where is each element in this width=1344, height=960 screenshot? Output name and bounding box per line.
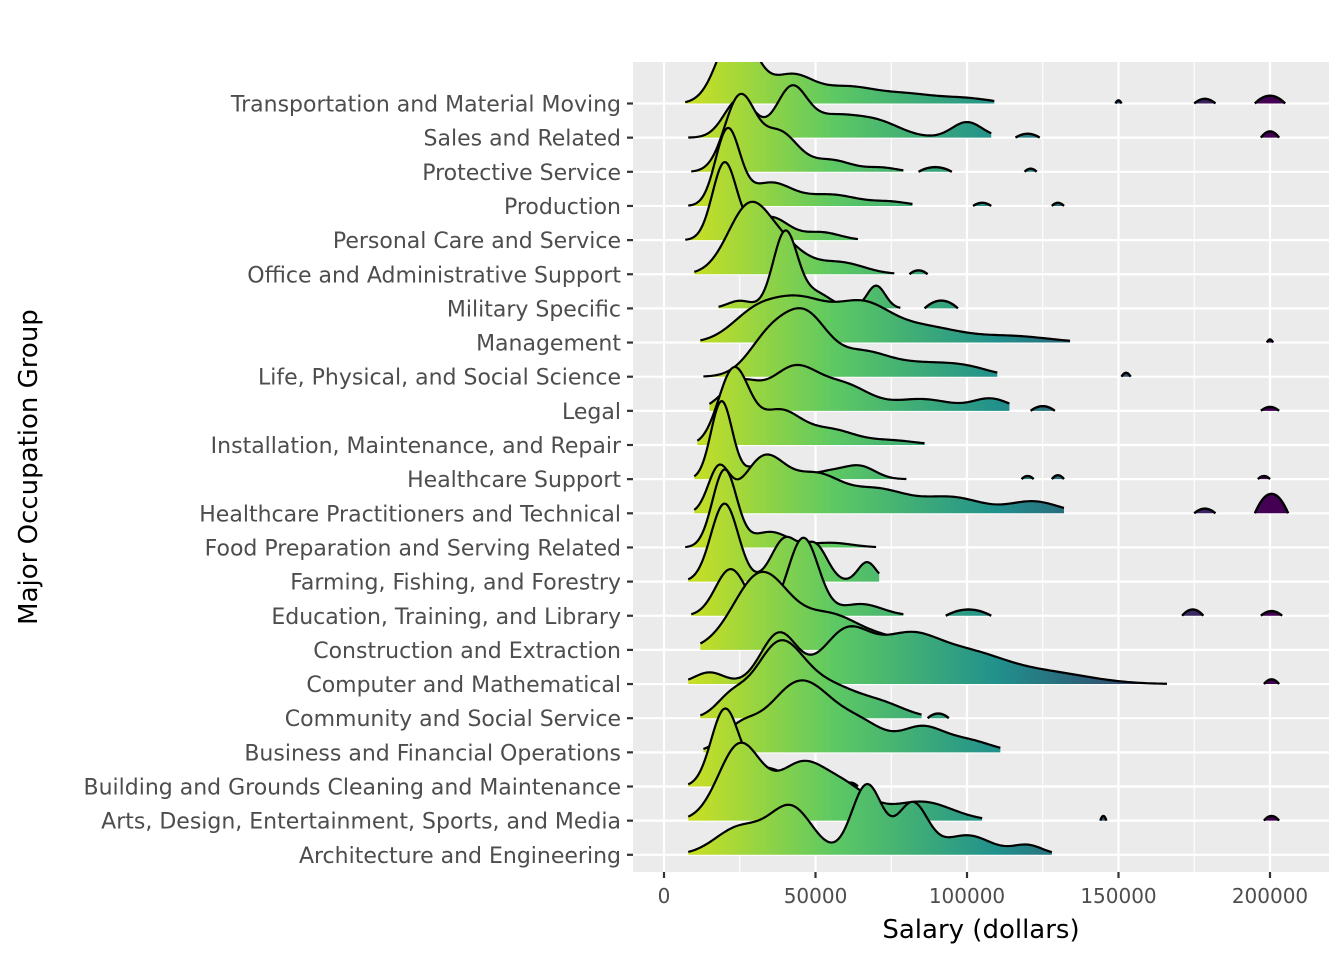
ridge-fill (718, 230, 901, 309)
ridge-fill (709, 364, 1010, 411)
ridge-outline (718, 229, 901, 309)
ridge-outlier (1020, 474, 1035, 481)
ridge-outline (690, 536, 904, 616)
ridges (684, 62, 1290, 855)
x-tick-label: 200000 (1232, 884, 1308, 908)
ridge-outline (708, 363, 1010, 405)
ridge-outline (700, 294, 1071, 342)
y-tick-label: Military Specific (447, 297, 621, 322)
y-tick-label: Protective Service (422, 161, 621, 186)
ridge-outlier-fill (1263, 679, 1280, 685)
ridge-outline (703, 307, 998, 378)
ridge-fill (694, 454, 1064, 514)
y-tick-label: Business and Financial Operations (244, 741, 621, 766)
y-tick-label: Sales and Related (424, 127, 621, 152)
ridge-outlier (1253, 492, 1290, 514)
ridge-outlier (1050, 474, 1065, 480)
ridge-outline (702, 679, 1001, 751)
ridge-outlier (1263, 814, 1281, 822)
y-tick-label: Healthcare Support (407, 468, 621, 493)
ridge-outlier (1014, 132, 1041, 139)
y-tick-label: Architecture and Engineering (299, 844, 621, 869)
y-tick-label: Building and Grounds Cleaning and Mainte… (83, 776, 621, 801)
y-tick-label: Arts, Design, Entertainment, Sports, and… (101, 810, 621, 835)
y-axis: Architecture and Engineering Arts, Design… (83, 93, 633, 869)
ridge-outlier (1257, 474, 1271, 481)
y-tick-label: Production (504, 195, 621, 220)
ridge-outlier (1114, 99, 1123, 105)
ridge-outline (684, 62, 995, 104)
ridge-outlier (923, 299, 959, 310)
x-tick-label: 100000 (929, 884, 1005, 908)
y-tick-label: Healthcare Practitioners and Technical (199, 502, 621, 527)
ridge-outlier (1181, 608, 1205, 617)
ridge-outlier (1254, 94, 1286, 105)
y-tick-label: Installation, Maintenance, and Repair (211, 434, 622, 459)
ridge-fill (700, 640, 922, 719)
y-tick-label: Personal Care and Service (333, 229, 621, 254)
ridge-outline (693, 453, 1065, 511)
ridge-outlier (1259, 130, 1281, 139)
y-tick-label: Legal (562, 400, 621, 425)
y-tick-label: Transportation and Material Moving (230, 93, 621, 118)
ridge-outlier-fill (1263, 815, 1280, 821)
ridge-outline (688, 126, 913, 207)
ridge-outlier (917, 165, 953, 173)
y-tick-label: Office and Administrative Support (247, 263, 621, 288)
ridge-outlier (1260, 609, 1283, 617)
ridge-outline (685, 468, 877, 549)
ridge-outlier (1260, 405, 1280, 412)
ridge-outlier (908, 269, 929, 276)
ridge-fill (685, 62, 995, 104)
ridge-outlier (1263, 678, 1281, 685)
ridge-fill (703, 308, 998, 377)
ridge-outlier-fill (973, 202, 992, 206)
ridge-outlier (926, 712, 950, 720)
ridge-outlier (945, 608, 992, 617)
y-tick-label: Community and Social Service (285, 707, 621, 732)
ridge-outline (687, 782, 1053, 854)
ridge-outline (687, 502, 880, 581)
ridge-outlier (1051, 201, 1065, 207)
ridge-outlier (1099, 814, 1108, 822)
ridge-outline (687, 625, 1167, 685)
ridge-fill (688, 783, 1052, 855)
x-tick-label: 150000 (1080, 884, 1156, 908)
ridge-outline (699, 639, 922, 717)
ridge-fill (688, 127, 913, 206)
x-tick-label: 50000 (784, 884, 848, 908)
ridge-outlier (1029, 404, 1056, 412)
ridge-outlier (1193, 97, 1217, 105)
ridge-outline (696, 365, 925, 445)
ridge-outlier (972, 201, 992, 207)
y-tick-label: Computer and Mathematical (306, 673, 621, 698)
ridge-fill (703, 680, 1001, 753)
ridge-outlier (1023, 167, 1038, 173)
ridge-outline (687, 741, 983, 820)
ridge-outlier (1120, 371, 1132, 378)
ridge-fill (688, 503, 880, 582)
x-axis-title: Salary (dollars) (882, 915, 1079, 945)
x-tick-label: 0 (658, 884, 671, 908)
y-tick-label: Farming, Fishing, and Forestry (290, 571, 621, 596)
y-tick-label: Education, Training, and Library (271, 605, 621, 630)
ridge-fill (685, 162, 858, 241)
y-axis-title: Major Occupation Group (14, 309, 44, 625)
ridge-fill (697, 367, 925, 445)
y-tick-label: Food Preparation and Serving Related (205, 536, 621, 561)
y-tick-label: Management (476, 332, 621, 357)
ridge-fill (694, 201, 895, 275)
ridge-outline (691, 92, 904, 173)
ridge-outlier (1193, 507, 1217, 515)
ridge-fill (691, 93, 904, 172)
y-tick-label: Construction and Extraction (313, 639, 621, 664)
ridge-outlier (1265, 338, 1275, 344)
y-tick-label: Life, Physical, and Social Science (258, 366, 621, 391)
x-axis: 0 50000 100000 150000 200000 (658, 872, 1308, 908)
